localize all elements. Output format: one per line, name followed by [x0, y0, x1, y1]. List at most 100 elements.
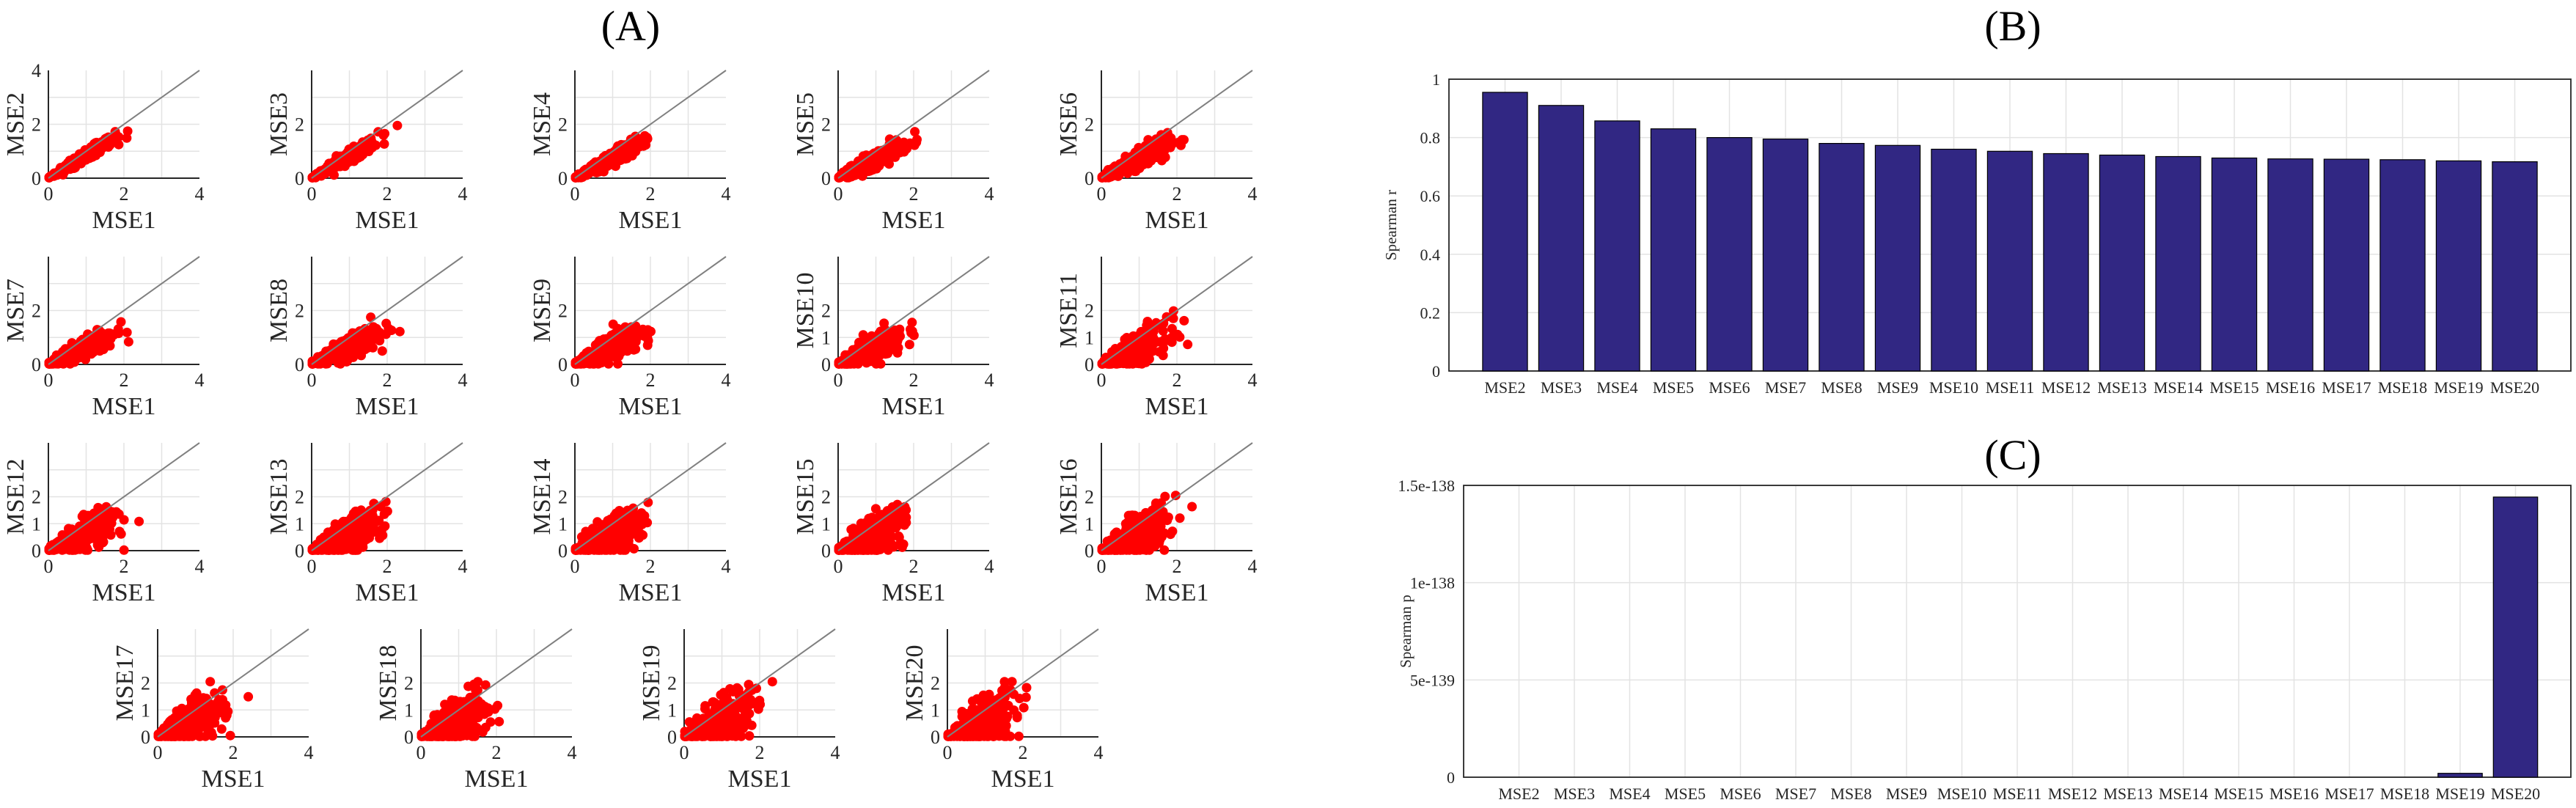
scatter-point [340, 529, 351, 540]
x-axis-label: MSE1 [619, 579, 683, 606]
scatter-point [98, 537, 108, 548]
y-axis-label: MSE3 [265, 92, 293, 156]
scatter-point [643, 336, 653, 346]
x-tick-label: 0 [570, 183, 580, 205]
identity-line [1101, 70, 1253, 179]
y-axis-label: MSE13 [265, 459, 293, 535]
scatter-point [369, 527, 379, 537]
y-tick-label: 2 [295, 301, 304, 322]
y-axis-label: MSE14 [529, 459, 556, 535]
x-tick-label: 0 [834, 183, 843, 205]
scatter-point [631, 521, 642, 532]
y-tick-label: 4 [32, 60, 41, 81]
scatter-point [863, 347, 873, 357]
scatter-point [114, 526, 125, 537]
scatter-point [594, 545, 604, 555]
scatter-point [379, 509, 389, 519]
scatter-point [884, 139, 895, 149]
scatter-point [638, 324, 648, 334]
scatter-point [1126, 350, 1136, 361]
y-tick-label: 0 [295, 354, 304, 375]
scatter-point [1117, 164, 1127, 175]
scatter-point [870, 155, 880, 166]
scatter-point [119, 515, 129, 525]
scatter-point [1175, 513, 1185, 524]
scatter-point [856, 518, 866, 529]
y-axis-label: MSE5 [792, 92, 819, 156]
x-tick-label: 4 [1248, 183, 1258, 205]
x-tick-label: 0 [834, 556, 843, 577]
scatter-point [1173, 138, 1183, 147]
x-tick-label: 2 [120, 183, 129, 205]
x-axis-label: MSE1 [92, 393, 156, 420]
scatter-point [379, 139, 389, 149]
scatter-point [84, 347, 94, 357]
scatter-point [593, 536, 603, 546]
x-tick-label: 4 [985, 556, 994, 577]
x-tick-label: 0 [1097, 183, 1107, 205]
y-tick-label: 2 [1085, 114, 1094, 136]
scatter-point [344, 340, 354, 350]
scatter-point [885, 339, 895, 350]
y-tick-label: 0 [1085, 354, 1094, 375]
scatter-point [610, 155, 620, 166]
scatter-point [345, 153, 356, 163]
scatter-point [106, 518, 117, 529]
x-tick-label: 2 [383, 556, 392, 577]
x-axis-label: MSE1 [356, 579, 419, 606]
scatter-point [905, 138, 915, 148]
scatter-point [598, 353, 608, 363]
scatter-point [892, 518, 902, 529]
x-tick-label: 4 [722, 183, 731, 205]
scatter-point [122, 126, 133, 136]
scatter-point [1133, 342, 1143, 352]
scatter-point [591, 167, 601, 177]
y-tick-label: 2 [32, 487, 41, 508]
scatter-point [1142, 143, 1152, 153]
scatter-point [114, 139, 124, 150]
scatter-point [69, 349, 79, 359]
scatter-point [1183, 339, 1193, 350]
y-axis-label: MSE12 [2, 459, 29, 535]
x-tick-label: 0 [834, 370, 843, 391]
scatter-point [906, 324, 915, 334]
y-tick-label: 2 [558, 114, 568, 136]
scatter-point [870, 504, 881, 514]
scatter-point [334, 161, 345, 172]
scatter-point [624, 344, 634, 354]
x-tick-label: 2 [909, 556, 919, 577]
y-tick-label: 2 [821, 114, 831, 136]
scatter-point [882, 537, 892, 548]
x-tick-label: 0 [44, 556, 54, 577]
y-tick-label: 2 [295, 487, 304, 508]
x-tick-label: 0 [44, 183, 54, 205]
x-axis-label: MSE1 [619, 207, 683, 234]
scatter-point [904, 339, 914, 350]
scatter-point [1164, 140, 1174, 150]
y-axis-label: MSE10 [792, 273, 819, 349]
y-axis-label: MSE15 [792, 459, 819, 535]
x-tick-label: 2 [383, 183, 392, 205]
y-tick-label: 0 [558, 354, 568, 375]
x-tick-label: 0 [307, 370, 317, 391]
x-axis-label: MSE1 [92, 207, 156, 234]
y-tick-label: 0 [558, 540, 568, 562]
x-tick-label: 2 [646, 370, 656, 391]
identity-line [574, 70, 727, 179]
scatter-point [1127, 153, 1137, 164]
scatter-point [113, 324, 123, 334]
x-tick-label: 4 [458, 556, 468, 577]
scatter-point [377, 346, 387, 356]
y-tick-label: 2 [1085, 301, 1094, 322]
x-tick-label: 4 [195, 370, 205, 391]
scatter-point [367, 139, 378, 148]
x-tick-label: 2 [909, 370, 919, 391]
x-axis-label: MSE1 [619, 393, 683, 420]
y-tick-label: 2 [32, 301, 41, 322]
scatter-point [395, 326, 405, 337]
y-axis-label: MSE11 [1055, 273, 1082, 348]
